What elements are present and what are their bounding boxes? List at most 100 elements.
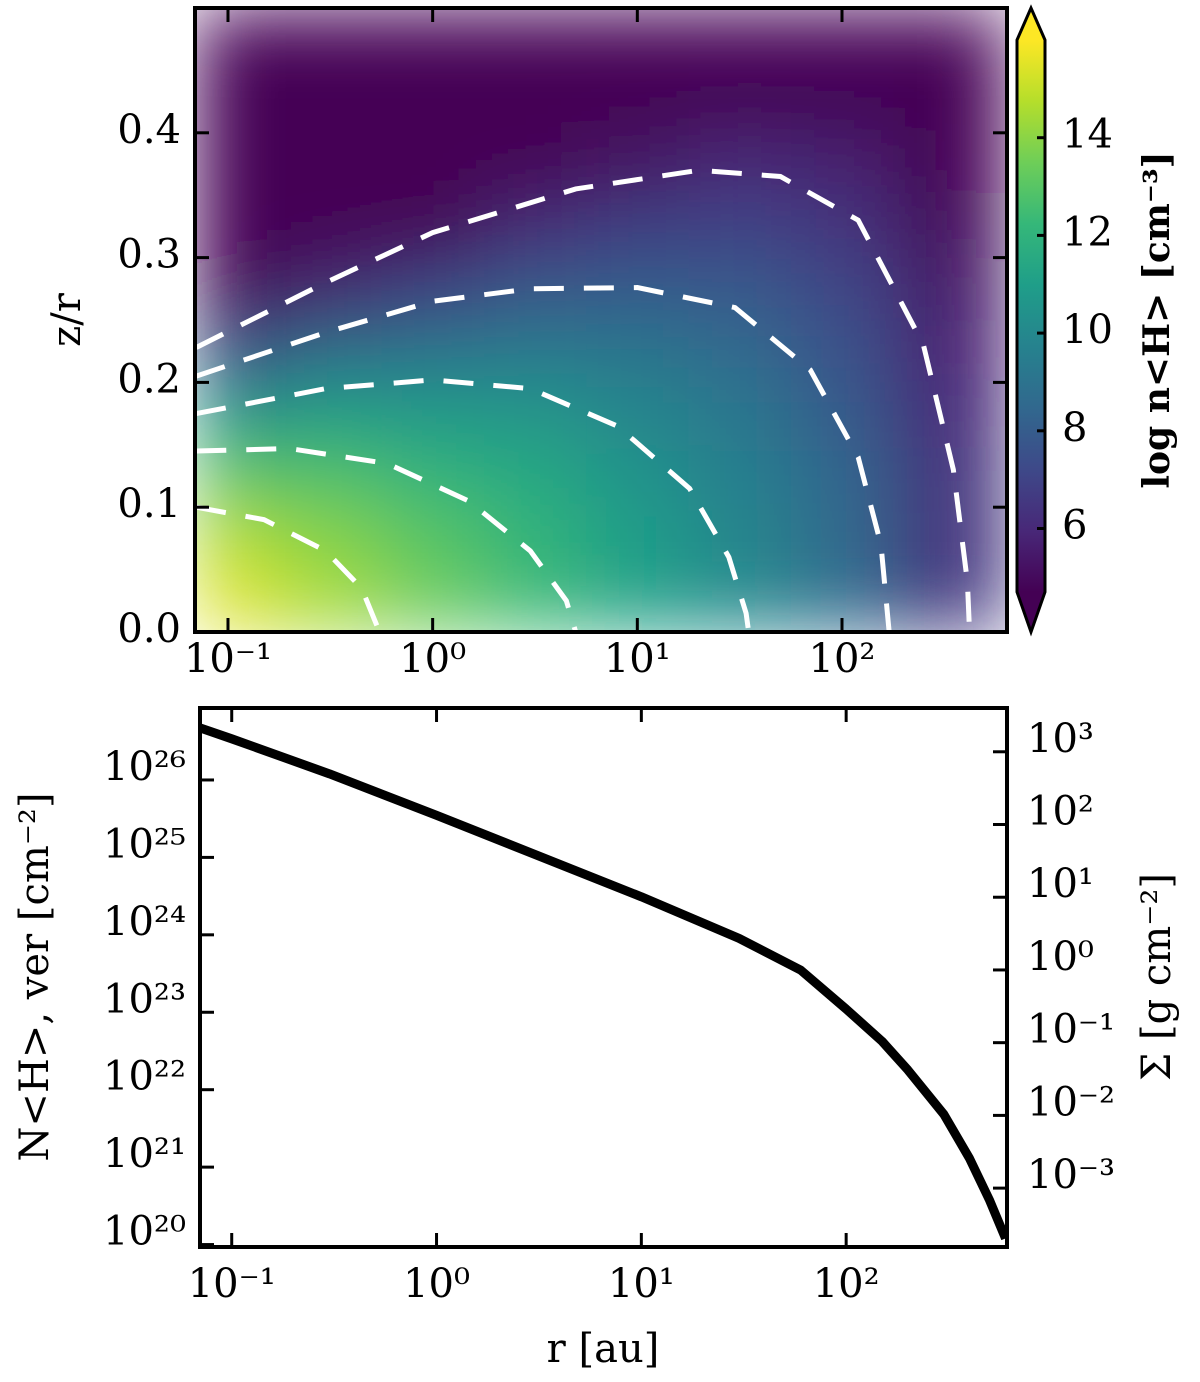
heatmap-cell [893,507,1007,571]
heatmap-cell [790,507,894,571]
y-axis-label: N<H>, ver [cm⁻²] [12,792,58,1161]
heatmap-cell [381,70,485,134]
heatmap-cell [586,70,689,134]
heatmap-cell [483,569,587,632]
x-axis-label: r [au] [547,1326,660,1372]
heatmap-cell [893,70,1007,134]
heatmap-cell [195,507,280,571]
y-tick-label: 10²² [103,1054,186,1100]
y-tick-label: 10²⁴ [103,899,186,945]
heatmap-cell [279,8,382,71]
heatmap-cell [893,320,1007,383]
heatmap-cell [195,8,280,71]
heatmap-cell [279,382,382,446]
heatmap-cell [483,444,587,508]
y-tick-label: 10²¹ [103,1131,186,1177]
heatmap-cell [790,382,894,446]
heatmap-cell [893,569,1007,632]
heatmap-cell [586,320,689,383]
y2-tick-label: 10⁰ [1027,934,1094,980]
line-area [200,723,1007,1241]
heatmap-cell [195,569,280,632]
y-tick-label: 0.4 [117,107,181,153]
heatmap-cell [483,8,587,71]
x-tick-label: 10⁰ [399,636,466,682]
colorbar-tick-label: 14 [1062,112,1113,158]
x-tick-label: 10⁻¹ [184,636,272,682]
x-tick-label: 10² [809,636,876,682]
colorbar-tick-label: 8 [1062,405,1087,451]
colorbar-tick-label: 6 [1062,502,1087,548]
heatmap-cell [279,444,382,508]
x-tick-label: 10² [813,1261,880,1307]
heatmap-cell [381,132,485,196]
y2-tick-label: 10³ [1027,716,1094,762]
heatmap-cell [893,195,1007,259]
heatmap-cell [688,132,792,196]
y-tick-label: 0.2 [117,356,181,402]
colorbar-label: log n<H> [cm⁻³] [1136,151,1178,488]
y2-tick-label: 10⁻³ [1027,1152,1115,1198]
y-tick-label: 0.3 [117,232,181,278]
heatmap-cell [483,320,587,383]
heatmap-cell [381,320,485,383]
contour-line [195,504,382,632]
heatmap-cell [688,70,792,134]
y2-tick-label: 10⁻² [1027,1079,1115,1125]
heatmap-cell [893,382,1007,446]
colorbar-outline [1015,4,1047,637]
heatmap-cell [586,507,689,571]
heatmap-cell [195,444,280,508]
colorbar [1017,40,1045,592]
heatmap-cell [688,195,792,259]
heatmap-cell [279,70,382,134]
y-tick-label: 10²⁰ [103,1209,186,1255]
heatmap-cell [893,257,1007,321]
heatmap-area [195,8,1007,632]
y-tick-label: 0.0 [117,606,181,652]
heatmap-cell [381,382,485,446]
y-tick-label: 10²⁵ [103,821,186,867]
heatmap-cell [483,382,587,446]
heatmap-cell [790,195,894,259]
contour-line [196,446,579,632]
heatmap-cell [893,132,1007,196]
heatmap-cell [586,382,689,446]
heatmap-cell [688,444,792,508]
y-tick-label: 10²³ [103,976,186,1022]
colorbar-extension [1017,592,1045,632]
heatmap-cell [483,70,587,134]
heatmap-cell [586,195,689,259]
heatmap-cells [195,8,1007,632]
y2-tick-label: 10² [1027,789,1094,835]
y2-tick-label: 10¹ [1027,861,1094,907]
heatmap-cell [483,195,587,259]
x-tick-label: 10¹ [608,1261,675,1307]
plot-frame [193,6,1009,634]
heatmap-cell [483,132,587,196]
colorbar-extension [1017,8,1045,40]
y2-tick-label: 10⁻¹ [1027,1007,1115,1053]
contour-line [195,167,973,632]
heatmap-cell [381,444,485,508]
heatmap-cell [688,320,792,383]
heatmap-cell [688,382,792,446]
heatmap-cell [279,132,382,196]
heatmap-cell [279,507,382,571]
heatmap-cell [381,507,485,571]
heatmap-cell [893,8,1007,71]
data-line [200,723,1007,1241]
heatmap-cell [279,257,382,321]
heatmap-cell [688,8,792,71]
heatmap-cell [195,70,280,134]
y2-axis-label: Σ [g cm⁻²] [1134,873,1180,1081]
heatmap-cell [279,195,382,259]
heatmap-cell [586,132,689,196]
heatmap-cell [790,70,894,134]
heatmap-cell [195,132,280,196]
contour-line [195,377,752,632]
colorbar-tick-label: 12 [1062,209,1113,255]
contour-line [195,285,892,632]
